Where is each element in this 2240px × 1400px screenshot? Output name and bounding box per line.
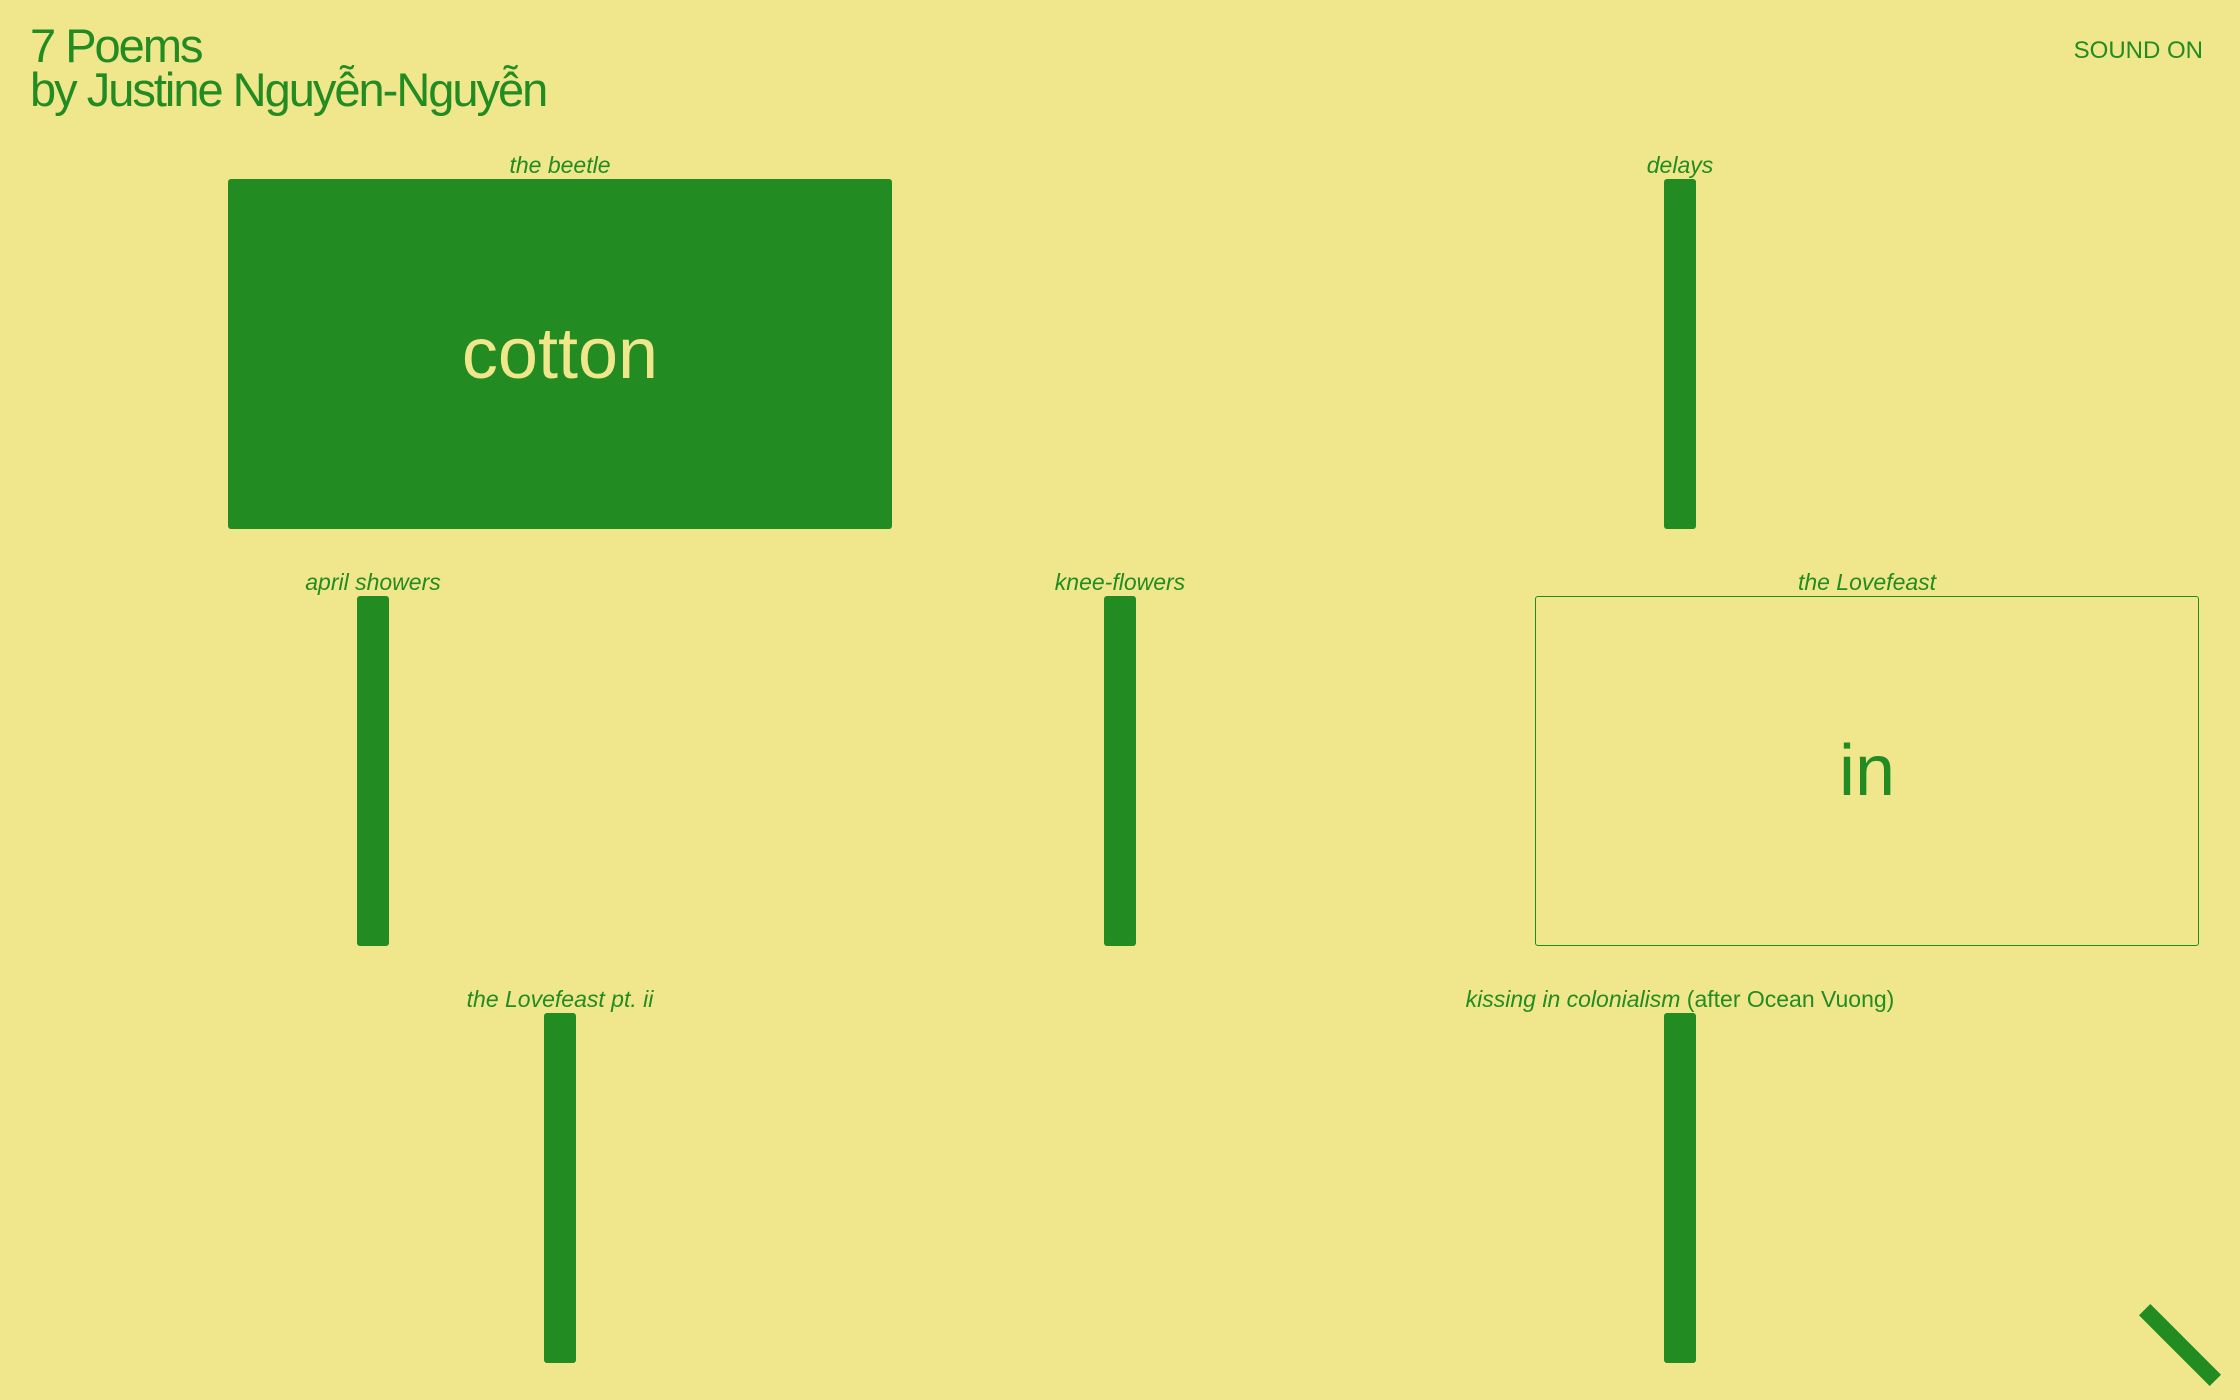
poem-title[interactable]: the Lovefeast — [1797, 569, 1937, 595]
poem-card-closed[interactable] — [1664, 1013, 1696, 1363]
poem-card-closed[interactable] — [1664, 179, 1696, 529]
poem-card-open[interactable]: cotton — [228, 179, 892, 529]
diagonal-bar-icon[interactable] — [2138, 1303, 2222, 1387]
poem-title[interactable]: delays — [1646, 152, 1714, 178]
poem-title[interactable]: knee-flowers — [1054, 569, 1186, 595]
poem-title[interactable]: april showers — [305, 569, 441, 595]
poem-card-closed[interactable] — [357, 596, 389, 946]
poem-title[interactable]: kissing in colonialism (after Ocean Vuon… — [1465, 986, 1895, 1012]
poem-card-closed[interactable] — [1104, 596, 1136, 946]
poem-title[interactable]: the beetle — [509, 152, 611, 178]
poem-card-word: cotton — [461, 314, 659, 394]
poem-title[interactable]: the Lovefeast pt. ii — [466, 986, 654, 1012]
title-author-line: by Justine Nguyễn-Nguyễn — [30, 63, 548, 116]
title-line-1: 7 Poems — [30, 19, 203, 72]
poem-card-word: in — [1838, 731, 1896, 811]
sound-toggle-button[interactable]: SOUND ON — [2073, 37, 2203, 64]
page-title: 7 Poems by Justine Nguyễn-Nguyễn — [30, 19, 548, 116]
poem-card-outline[interactable]: in — [1535, 596, 2199, 946]
poem-card-closed[interactable] — [544, 1013, 576, 1363]
